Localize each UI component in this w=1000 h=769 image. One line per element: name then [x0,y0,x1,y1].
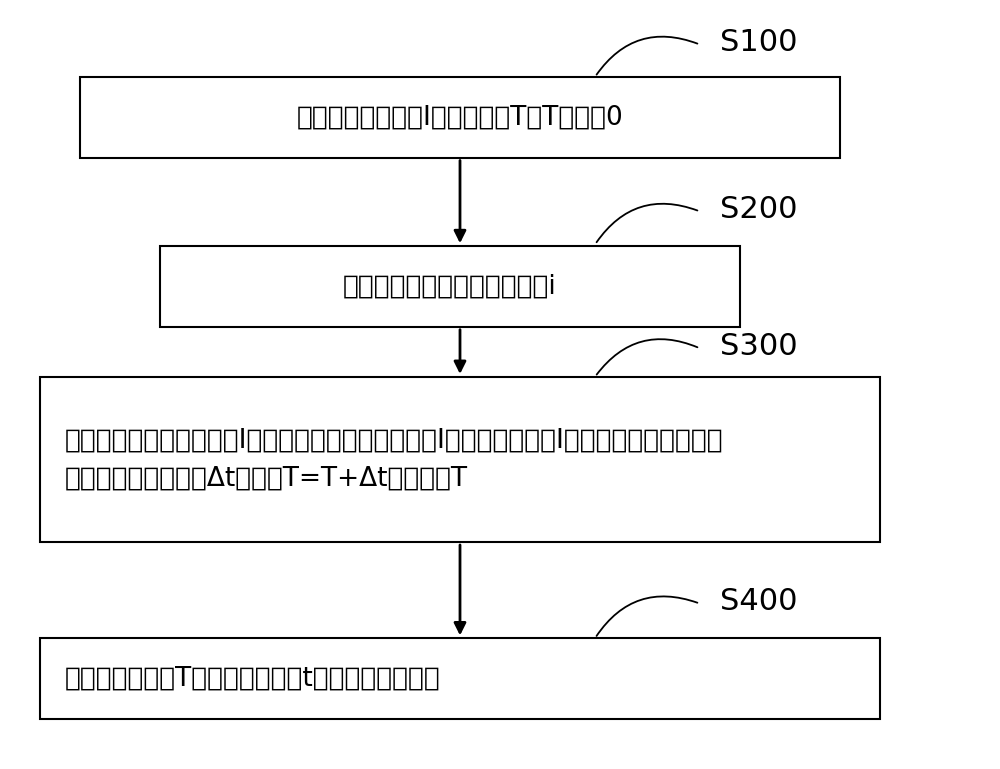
Text: 预设保护启动电流I和动作时间T，T初値为0: 预设保护启动电流I和动作时间T，T初値为0 [297,105,623,130]
Text: 采样检测输电线路的实时电流i: 采样检测输电线路的实时电流i [343,274,557,299]
FancyBboxPatch shape [40,377,880,542]
FancyArrowPatch shape [597,339,697,375]
FancyBboxPatch shape [80,77,840,158]
Text: S400: S400 [720,587,798,616]
FancyArrowPatch shape [597,204,697,242]
Text: S200: S200 [720,195,798,224]
Text: 当采样检测到有故障电流I时，根据所述保护启动电流I和所述故障电流I按照反时限过流保护特
性计算出时间累加値Δt，并按T=T+Δt累加刷新T: 当采样检测到有故障电流I时，根据所述保护启动电流I和所述故障电流I按照反时限过流… [65,428,724,491]
Text: 在预设时长内若T达到设定临界値t，启动分段器分闸: 在预设时长内若T达到设定临界値t，启动分段器分闸 [65,666,441,691]
FancyBboxPatch shape [160,246,740,327]
FancyArrowPatch shape [597,597,697,636]
FancyArrowPatch shape [597,37,697,75]
Text: S100: S100 [720,28,798,57]
FancyBboxPatch shape [40,638,880,719]
Text: S300: S300 [720,331,798,361]
